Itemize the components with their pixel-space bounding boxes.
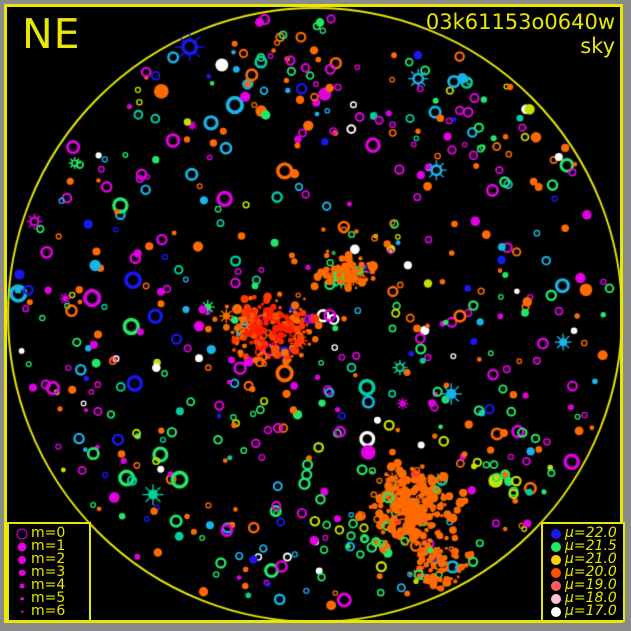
magnitude-legend-item-marker-icon bbox=[13, 540, 31, 553]
orientation-label: NE bbox=[22, 10, 81, 58]
magnitude-legend: m=0 m=1 m=2 m=3 m=4 m=5 m=6 bbox=[7, 522, 91, 622]
mu-legend-item-label: μ=21.0 bbox=[565, 551, 617, 567]
mu-legend-item-row: μ=19.0 bbox=[547, 577, 618, 593]
mu-legend-item-label: μ=17.0 bbox=[565, 603, 617, 619]
mu-legend-item-row: μ=21.0 bbox=[547, 551, 618, 567]
magnitude-legend-item-label: m=1 bbox=[31, 538, 66, 554]
magnitude-legend-item-marker-icon bbox=[13, 579, 31, 592]
mu-legend-item-marker-icon bbox=[547, 579, 565, 592]
magnitude-legend-item-row: m=2 bbox=[13, 551, 84, 567]
magnitude-legend-item-marker-icon bbox=[13, 605, 31, 618]
mu-legend-item-label: μ=22.0 bbox=[565, 525, 617, 541]
mu-legend-item-label: μ=18.0 bbox=[565, 590, 617, 606]
mu-legend-item-label: μ=20.0 bbox=[565, 564, 617, 580]
mu-legend-item-marker-icon bbox=[547, 605, 565, 618]
mu-legend-item-marker-icon bbox=[547, 527, 565, 540]
field-title: 03k61153o0640w bbox=[425, 10, 615, 34]
magnitude-legend-item-row: m=6 bbox=[13, 603, 84, 619]
mu-legend-item-label: μ=19.0 bbox=[565, 577, 617, 593]
mu-legend-item-row: μ=18.0 bbox=[547, 590, 618, 606]
mu-legend-item-label: μ=21.5 bbox=[565, 538, 617, 554]
mu-legend-item-row: μ=20.0 bbox=[547, 564, 618, 580]
magnitude-legend-item-label: m=3 bbox=[31, 564, 66, 580]
magnitude-legend-item-label: m=6 bbox=[31, 603, 66, 619]
magnitude-legend-item-row: m=1 bbox=[13, 538, 84, 554]
magnitude-legend-item-label: m=2 bbox=[31, 551, 66, 567]
magnitude-legend-item-row: m=3 bbox=[13, 564, 84, 580]
magnitude-legend-item-marker-icon bbox=[13, 566, 31, 579]
plot-mode-label: sky bbox=[580, 34, 615, 58]
magnitude-legend-item-row: m=5 bbox=[13, 590, 84, 606]
magnitude-legend-item-marker-icon bbox=[13, 553, 31, 566]
mu-legend-item-row: μ=22.0 bbox=[547, 525, 618, 541]
mu-legend-item-marker-icon bbox=[547, 540, 565, 553]
mu-legend-item-marker-icon bbox=[547, 592, 565, 605]
mu-legend-item-marker-icon bbox=[547, 553, 565, 566]
magnitude-legend-item-row: m=0 bbox=[13, 525, 84, 541]
magnitude-legend-item-label: m=4 bbox=[31, 577, 66, 593]
magnitude-legend-item-marker-icon bbox=[13, 527, 31, 540]
magnitude-legend-item-row: m=4 bbox=[13, 577, 84, 593]
surface-brightness-legend: μ=22.0 μ=21.5 μ=21.0 μ=20.0 μ=19.0 μ=18.0 μ=17… bbox=[541, 522, 625, 622]
magnitude-legend-item-label: m=5 bbox=[31, 590, 66, 606]
mu-legend-item-row: μ=21.5 bbox=[547, 538, 618, 554]
mu-legend-item-marker-icon bbox=[547, 566, 565, 579]
magnitude-legend-item-label: m=0 bbox=[31, 525, 66, 541]
mu-legend-item-row: μ=17.0 bbox=[547, 603, 618, 619]
magnitude-legend-item-marker-icon bbox=[13, 592, 31, 605]
